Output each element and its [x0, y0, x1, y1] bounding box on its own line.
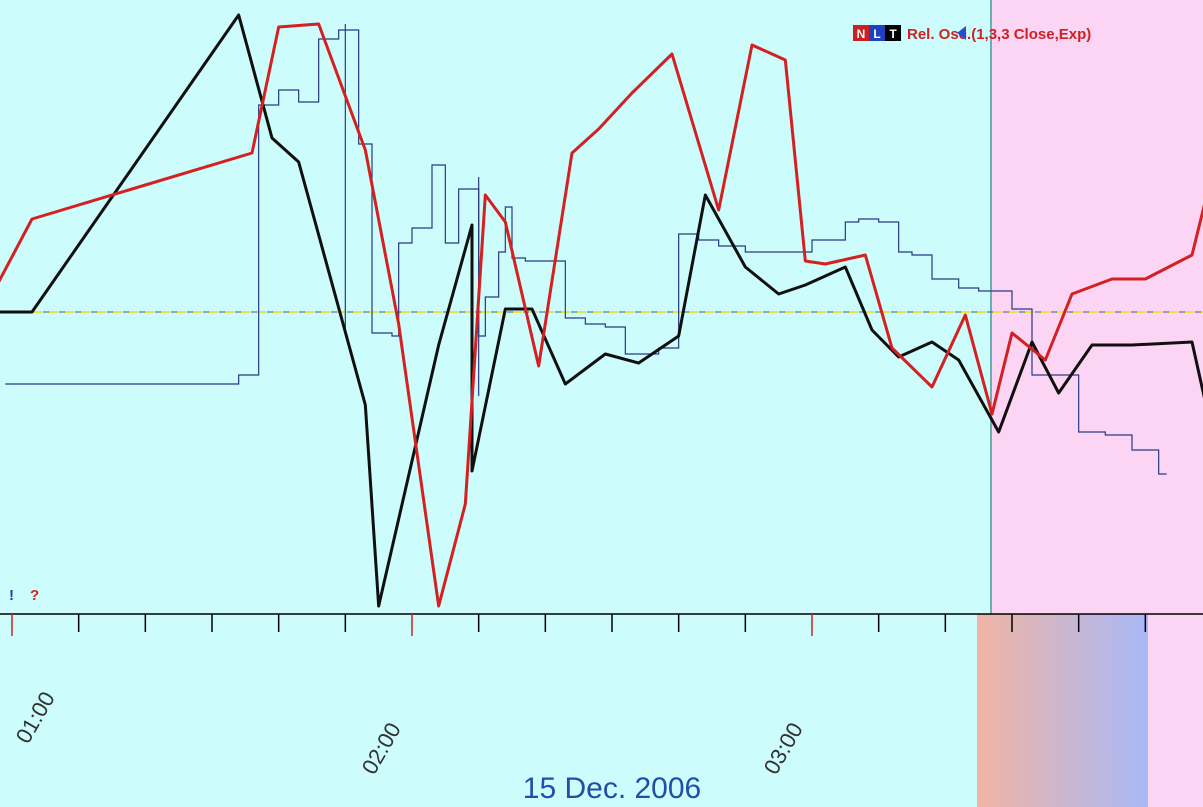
date-label: 15 Dec. 2006 [523, 772, 701, 805]
exclaim-marker: ! [9, 587, 14, 604]
question-marker: ? [30, 587, 39, 604]
black-series-line [0, 13, 1203, 608]
legend-box-n-label: N [857, 27, 866, 41]
future-axis-pink [1148, 614, 1203, 807]
legend-box-n[interactable] [853, 25, 869, 41]
legend-box-l[interactable] [869, 25, 885, 41]
x-axis-ticks [11, 614, 1147, 636]
legend-box-l-label: L [873, 27, 880, 41]
legend-box-t[interactable] [885, 25, 901, 41]
future-axis-gradient [977, 614, 1148, 807]
future-zone-background [991, 0, 1203, 614]
plot-series [0, 13, 1203, 608]
step-series-line [5, 29, 1167, 475]
legend[interactable]: N L T Rel. Osc.(1,3,3 Close,Exp) [853, 25, 1091, 43]
legend-label: Rel. Osc.(1,3,3 Close,Exp) [907, 26, 1091, 43]
red-series-line [0, 22, 1203, 608]
legend-box-t-label: T [889, 27, 897, 41]
past-zone-background [0, 0, 991, 807]
legend-cursor-icon [957, 26, 966, 40]
